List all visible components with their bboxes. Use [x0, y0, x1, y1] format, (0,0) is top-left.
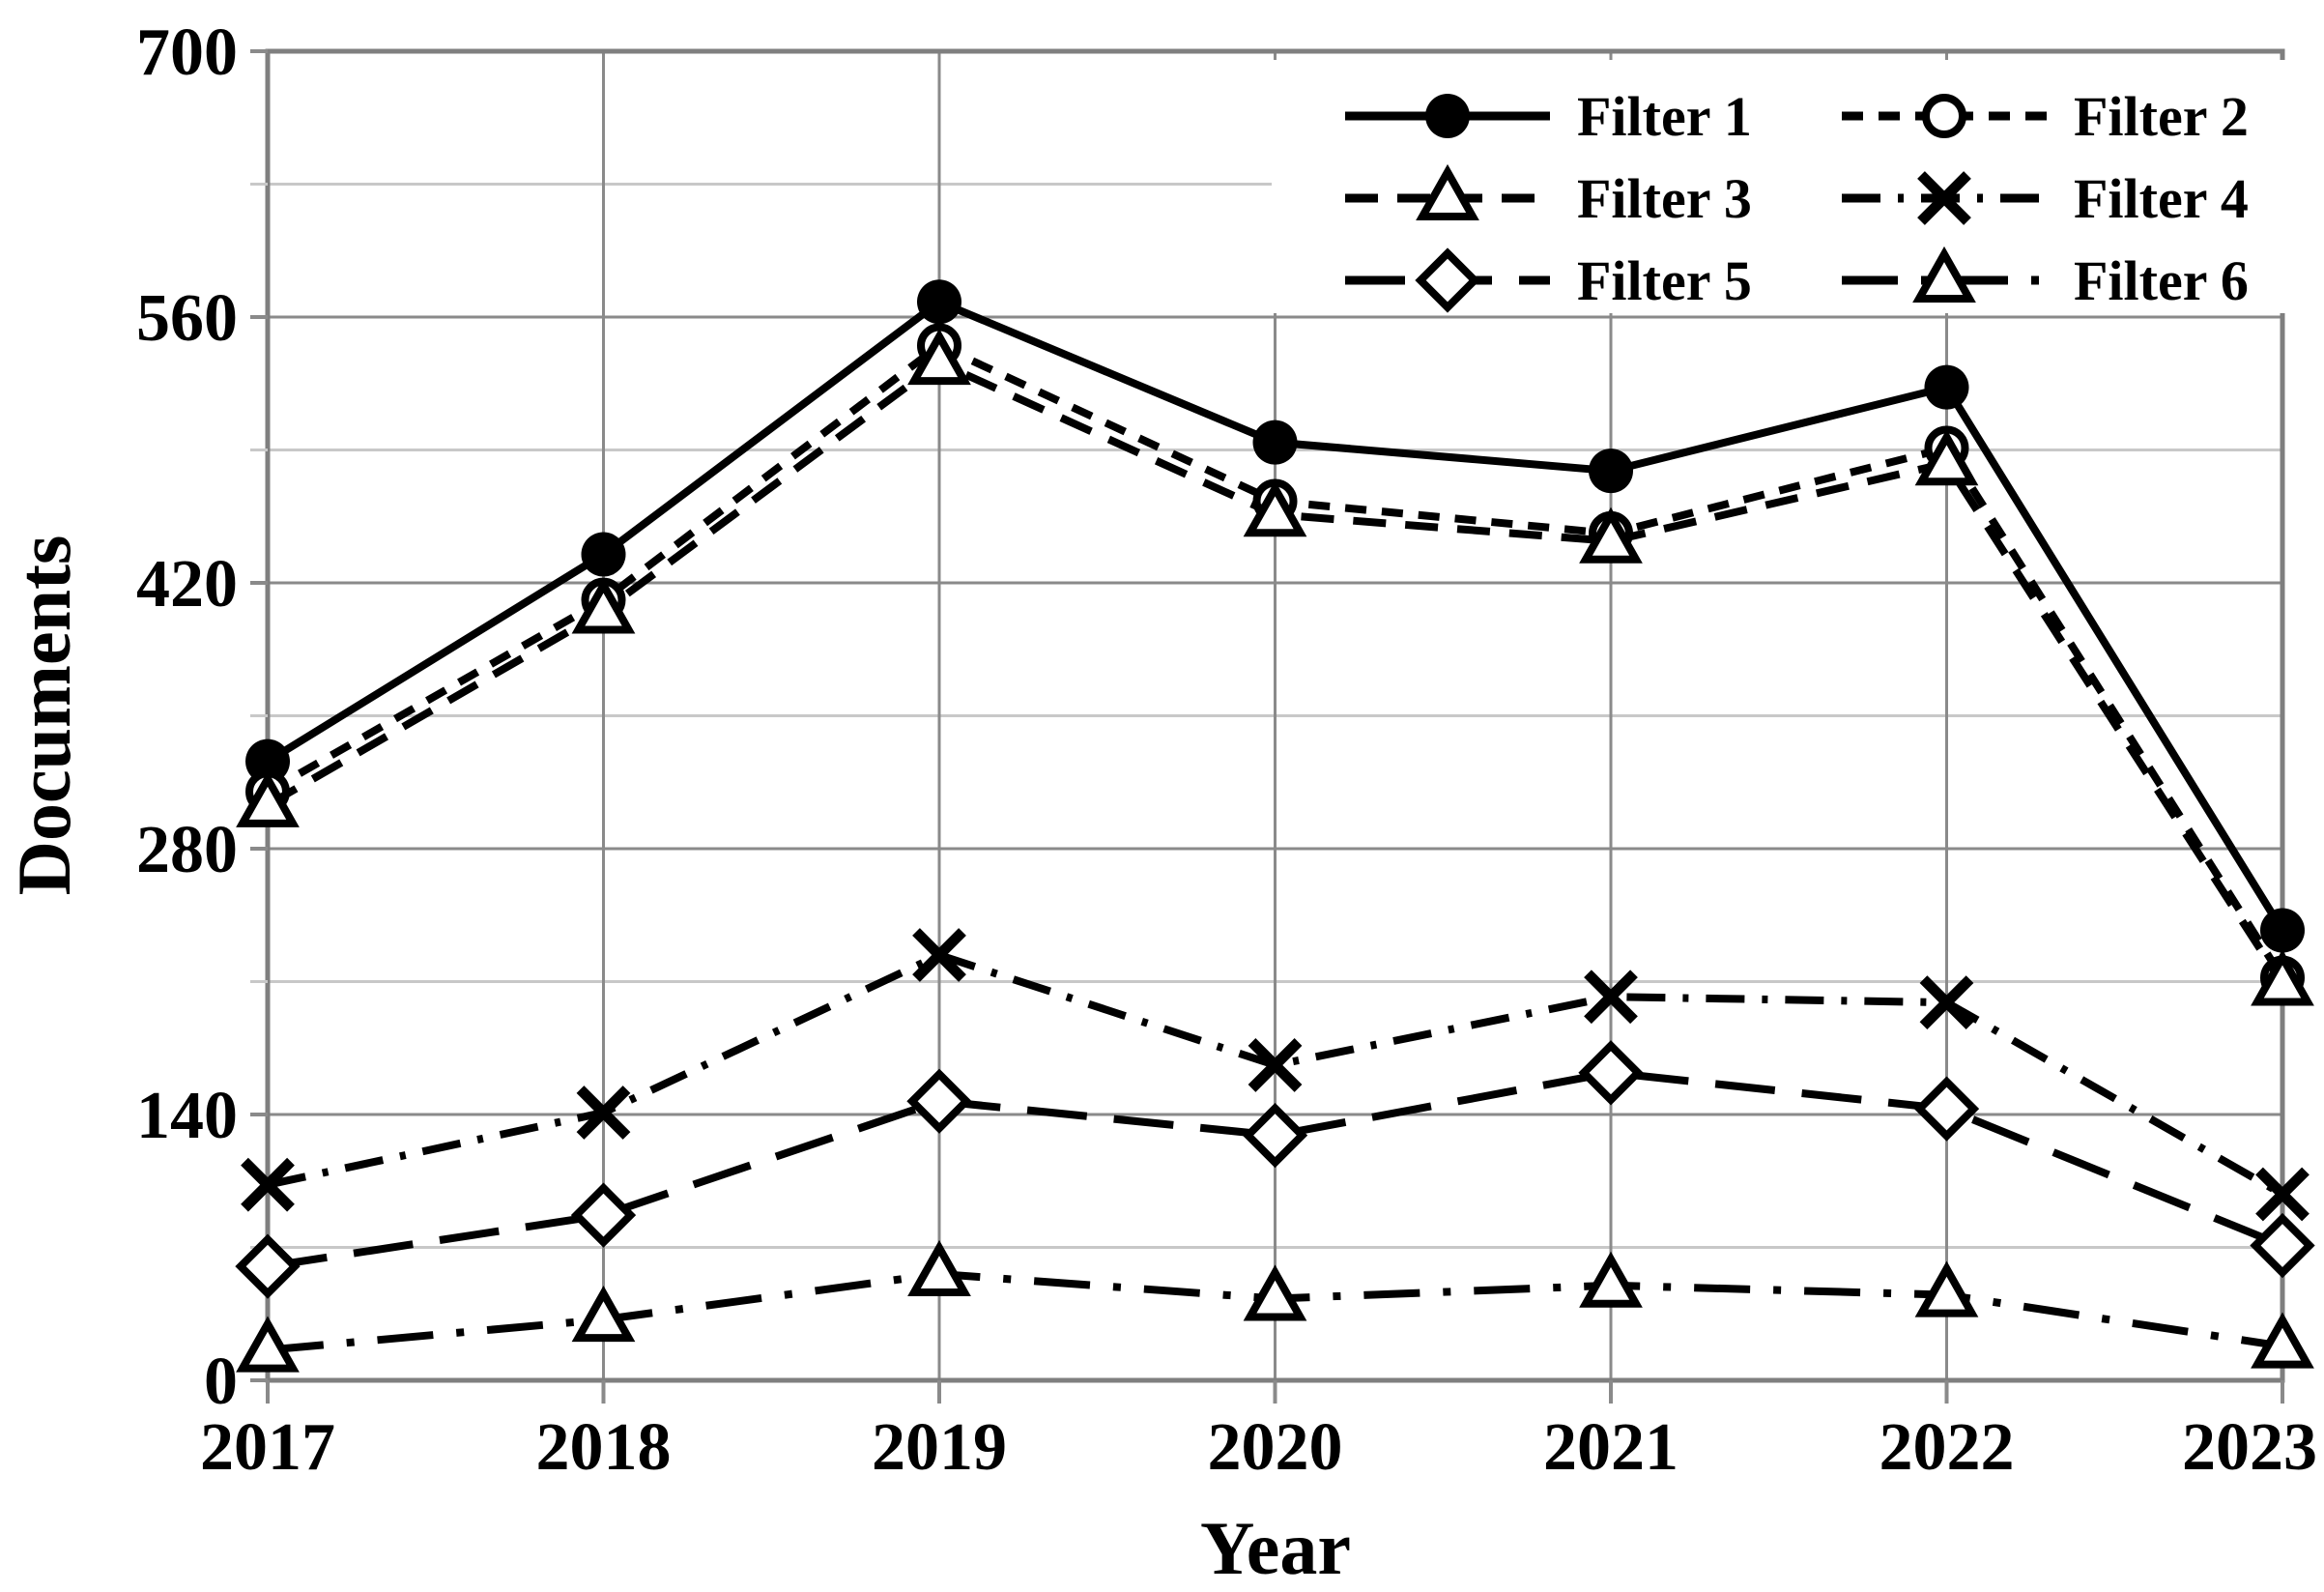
marker-x	[241, 1157, 295, 1212]
marker-diamond-open	[2250, 1212, 2315, 1279]
marker-diamond-open	[1913, 1076, 1980, 1142]
y-tick-label: 0	[204, 1345, 238, 1419]
marker-triangle-open	[1579, 1251, 1643, 1308]
marker-x	[576, 1085, 631, 1140]
y-tick-label: 280	[136, 813, 238, 887]
marker-diamond-open	[235, 1233, 301, 1299]
marker-circle-filled	[1252, 420, 1298, 465]
marker-circle-filled	[2260, 908, 2305, 953]
marker-circle-filled	[245, 738, 290, 784]
series-filter-6	[236, 1239, 2314, 1373]
marker-triangle-open	[2251, 1312, 2314, 1369]
y-tick-label: 700	[136, 15, 238, 90]
marker-triangle-open	[907, 1239, 971, 1296]
marker-circle-filled	[1589, 449, 1633, 494]
x-tick-label: 2022	[1879, 1410, 2015, 1485]
marker-x	[1248, 1038, 1303, 1092]
series-filter-4	[241, 928, 2310, 1222]
marker-triangle-open	[1912, 246, 1976, 303]
marker-circle-filled	[581, 532, 626, 577]
legend-item-label: Filter 3	[1577, 167, 1752, 230]
y-tick-label: 140	[136, 1079, 238, 1153]
marker-triangle-open	[236, 770, 300, 827]
marker-x	[1917, 171, 1971, 225]
marker-circle-filled	[1924, 364, 1969, 410]
y-tick-label: 420	[136, 547, 238, 622]
x-tick-label: 2017	[200, 1410, 335, 1485]
x-tick-labels: 2017 2018 2019 2020 2021 2022 2023	[200, 1410, 2317, 1485]
marker-circle-filled	[917, 279, 961, 325]
marker-diamond-open	[570, 1182, 637, 1248]
marker-diamond-open	[1415, 247, 1480, 313]
marker-diamond-open	[1578, 1040, 1644, 1106]
marker-triangle-open	[1416, 163, 1479, 220]
marker-x	[1584, 970, 1638, 1025]
legend-item-filter-2: Filter 2	[1842, 85, 2249, 148]
marker-triangle-open	[1914, 429, 1979, 486]
legend-item-filter-3: Filter 3	[1345, 163, 1752, 230]
legend-item-filter-6: Filter 6	[1842, 246, 2249, 312]
x-tick-label: 2020	[1208, 1410, 1343, 1485]
x-tick-label: 2023	[2182, 1410, 2317, 1485]
series-filter-1	[245, 279, 2305, 953]
marker-triangle-open	[571, 1286, 636, 1343]
marker-triangle-open	[236, 1316, 300, 1373]
marker-circle-open	[1922, 94, 1966, 138]
legend-item-filter-1: Filter 1	[1345, 85, 1752, 148]
legend-item-label: Filter 6	[2074, 249, 2249, 312]
x-tick-label: 2018	[536, 1410, 672, 1485]
legend-item-label: Filter 2	[2074, 85, 2249, 148]
legend: Filter 1 Filter 2 Filter 3 Filter 4 Filter 5…	[1272, 60, 2288, 313]
marker-triangle-open	[571, 577, 636, 634]
y-axis-title: Documents	[2, 535, 86, 896]
y-tick-label: 560	[136, 281, 238, 356]
series-filter-3	[236, 329, 2314, 1006]
marker-x	[1919, 975, 1974, 1029]
x-axis-title: Year	[1200, 1506, 1351, 1590]
marker-triangle-open	[2251, 949, 2314, 1006]
marker-triangle-open	[1914, 1260, 1979, 1317]
legend-item-filter-4: Filter 4	[1842, 167, 2249, 230]
series-filter-5	[235, 1040, 2315, 1299]
marker-diamond-open	[1242, 1102, 1308, 1169]
legend-item-label: Filter 1	[1577, 85, 1752, 148]
marker-triangle-open	[1243, 1264, 1307, 1321]
legend-item-filter-5: Filter 5	[1345, 247, 1752, 313]
legend-item-label: Filter 4	[2074, 167, 2249, 230]
marker-x	[2255, 1167, 2310, 1222]
marker-triangle-open	[1579, 507, 1643, 564]
series-lines	[235, 279, 2315, 1373]
y-tick-labels: 0 140 280 420 560 700	[136, 15, 238, 1419]
x-tick-label: 2019	[872, 1410, 1007, 1485]
x-tick-label: 2021	[1543, 1410, 1678, 1485]
marker-triangle-open	[1243, 480, 1307, 537]
marker-triangle-open	[907, 329, 971, 386]
legend-item-label: Filter 5	[1577, 249, 1752, 312]
marker-circle-filled	[1425, 94, 1470, 138]
marker-x	[912, 928, 966, 982]
marker-diamond-open	[906, 1068, 972, 1134]
